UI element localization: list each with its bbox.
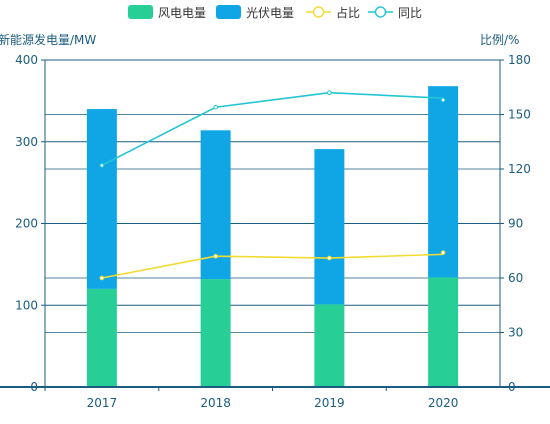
line-1 (101, 91, 444, 167)
legend-item-0: 风电电量 (128, 5, 206, 20)
legend-marker-3 (374, 6, 387, 18)
bars-group (86, 86, 459, 387)
legend-label-2: 占比 (336, 5, 360, 20)
x-tick-label-2017: 2017 (87, 396, 118, 410)
line-0 (101, 253, 444, 279)
y-left-tick-label-200: 200 (15, 217, 38, 231)
legend-label-3: 同比 (398, 6, 422, 20)
bar-0-2020 (428, 277, 459, 387)
y-axis-right-title: 比例/% (480, 33, 519, 47)
legend-item-1: 光伏电量 (216, 5, 294, 20)
lines-group (99, 90, 446, 281)
legend-marker-2 (312, 6, 325, 18)
legend: 风电电量 光伏电量 占比 同比 (128, 5, 422, 20)
y-right-tick-label-90: 90 (508, 217, 523, 231)
point-1-2017 (99, 163, 105, 168)
y-left-tick-label-0: 0 (30, 380, 38, 394)
point-0-2019 (327, 255, 332, 261)
y-left-tick-label-100: 100 (15, 298, 38, 312)
bar-0-2019 (314, 304, 345, 387)
legend-swatch-1 (216, 5, 241, 19)
y-right-tick-label-60: 60 (508, 271, 523, 285)
bar-1-2017 (86, 109, 117, 289)
y-axis-left-title: 新能源发电量/MW (0, 32, 96, 47)
y-right-tick-label-180: 180 (508, 53, 531, 67)
point-0-2017 (99, 275, 105, 281)
legend-label-1: 光伏电量 (246, 6, 294, 20)
x-tick-label-2020: 2020 (428, 396, 459, 410)
y-right-tick-label-0: 0 (508, 380, 516, 394)
bar-0-2018 (200, 279, 231, 387)
bar-0-2017 (86, 288, 117, 387)
bar-1-2020 (428, 86, 459, 278)
point-1-2018 (213, 104, 218, 110)
point-1-2019 (327, 90, 332, 95)
y-left-tick-label-400: 400 (15, 53, 38, 67)
legend-swatch-0 (128, 5, 153, 19)
x-tick-label-2019: 2019 (314, 396, 345, 410)
axes-group: 0 100 200 300 400 0 30 60 90 120 150 180 2017 2018 201… (0, 53, 550, 410)
bar-1-2019 (314, 149, 345, 305)
point-1-2020 (440, 97, 446, 103)
legend-label-0: 风电电量 (158, 6, 206, 20)
point-0-2018 (213, 253, 218, 259)
legend-item-2: 占比 (306, 5, 360, 20)
y-right-tick-label-120: 120 (508, 162, 531, 176)
y-right-tick-label-30: 30 (508, 326, 523, 340)
y-right-tick-label-150: 150 (508, 108, 531, 122)
y-left-tick-label-300: 300 (15, 135, 38, 149)
legend-item-3: 同比 (368, 6, 422, 20)
x-tick-label-2018: 2018 (200, 396, 231, 410)
point-0-2020 (440, 250, 446, 255)
